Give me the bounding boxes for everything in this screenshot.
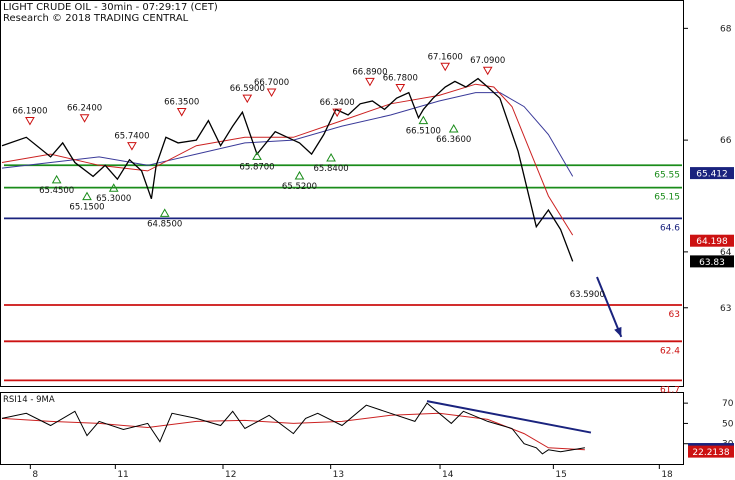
y-tick-label: 66	[720, 136, 732, 146]
swing-high-marker	[242, 94, 253, 104]
x-tick-label: 11	[117, 470, 128, 480]
swing-low-label: 66.3600	[436, 135, 471, 145]
swing-high-marker	[440, 62, 451, 72]
swing-high-label: 66.5900	[230, 84, 265, 94]
ma-fast-line	[1, 83, 574, 236]
rsi-divergence-line	[426, 400, 592, 434]
swing-low-marker	[108, 183, 119, 192]
axis-layer: 68 66 64 63 65.412 64.198 63.83 8 11 12 13 14 15 18	[29, 24, 734, 480]
price-tag-label: 63.83	[699, 258, 725, 268]
swing-high-label: 66.1900	[12, 107, 47, 117]
swing-high-label: 67.1600	[428, 52, 463, 62]
swing-high-label: 66.7000	[254, 78, 289, 88]
x-tick-label: 15	[555, 470, 566, 480]
level-lines: 65.55 65.15 64.6 63 62.4 61.7	[4, 164, 682, 395]
forecast-arrow	[596, 276, 623, 338]
swing-low-label: 65.3000	[96, 194, 131, 204]
swing-low-label: 65.8700	[239, 162, 274, 172]
swing-low-label: 65.4500	[39, 186, 74, 196]
swing-low-label: 65.5200	[282, 182, 317, 192]
price-tag-label: 64.198	[696, 237, 728, 247]
level-label: 65.55	[654, 170, 680, 180]
swing-high-label: 66.2400	[67, 104, 102, 114]
y-tick-label: 64	[720, 248, 732, 258]
swing-high-marker	[482, 66, 493, 76]
level-label: 62.4	[660, 346, 680, 356]
price-tag	[690, 255, 734, 268]
swing-low-label: 64.8500	[147, 219, 182, 229]
swing-high-label: 65.7400	[114, 132, 149, 142]
price-line	[1, 77, 574, 262]
x-tick-label: 14	[442, 470, 454, 480]
price-tag	[690, 234, 734, 247]
swing-low-marker	[448, 123, 459, 133]
swing-low-marker	[51, 174, 62, 184]
y-tick-label: 63	[720, 304, 731, 314]
annotation-layer: 66.1900 66.2400 65.7400 66.3500 66.590066.70…	[12, 52, 605, 300]
x-tick-label: 18	[661, 470, 673, 480]
swing-high-marker	[127, 142, 137, 151]
rsi-plot-frame	[0, 392, 684, 465]
price-tag-label: 65.412	[696, 170, 728, 180]
main-plot-frame	[0, 0, 684, 387]
level-label: 65.15	[654, 193, 680, 203]
level-label: 63	[669, 310, 680, 320]
swing-high-marker	[365, 77, 375, 87]
swing-high-label: 66.3400	[320, 98, 355, 108]
rsi-tag-label: 22.2138	[692, 448, 729, 458]
swing-high-marker	[332, 108, 343, 118]
swing-low-marker	[159, 208, 170, 217]
price-tag	[690, 167, 734, 180]
rsi-layer: 70503024.759722.2138	[1, 399, 734, 458]
swing-low-marker	[418, 115, 429, 125]
swing-low-label: 63.5900	[570, 290, 605, 300]
swing-high-label: 66.8900	[352, 67, 387, 77]
level-label: 64.6	[660, 223, 680, 233]
rsi-y-tick-label: 70	[722, 399, 734, 409]
series-layer	[1, 77, 623, 338]
swing-high-marker	[266, 88, 277, 98]
swing-low-marker	[294, 170, 305, 180]
swing-high-marker	[79, 114, 90, 123]
chart-source: Research © 2018 TRADING CENTRAL	[3, 13, 189, 24]
swing-high-marker	[25, 117, 35, 126]
swing-high-label: 66.7800	[383, 74, 418, 84]
ma-slow-line	[1, 92, 574, 177]
level-label: 61.7	[660, 385, 680, 395]
swing-low-label: 65.1500	[69, 203, 104, 213]
swing-low-marker	[82, 191, 92, 201]
chart-title: LIGHT CRUDE OIL - 30min - 07:29:17 (CET)	[3, 2, 218, 13]
rsi-label: RSI14 - 9MA	[3, 395, 55, 405]
x-tick-label: 12	[225, 470, 236, 480]
swing-high-marker	[176, 108, 187, 117]
swing-high-label: 67.0900	[470, 56, 505, 66]
x-tick-label: 13	[333, 470, 344, 480]
swing-high-marker	[395, 84, 406, 93]
rsi-y-tick-label: 50	[722, 419, 734, 429]
swing-low-marker	[326, 153, 336, 162]
swing-low-label: 65.8400	[313, 164, 348, 174]
x-tick-label: 8	[32, 470, 38, 480]
swing-high-label: 66.3500	[164, 98, 199, 108]
swing-low-marker	[252, 151, 262, 160]
forecast-arrow-head	[614, 326, 622, 337]
rsi-tag	[688, 445, 734, 458]
y-tick-label: 68	[720, 24, 732, 34]
swing-low-label: 66.5100	[406, 127, 441, 137]
rsi-line	[1, 402, 585, 455]
